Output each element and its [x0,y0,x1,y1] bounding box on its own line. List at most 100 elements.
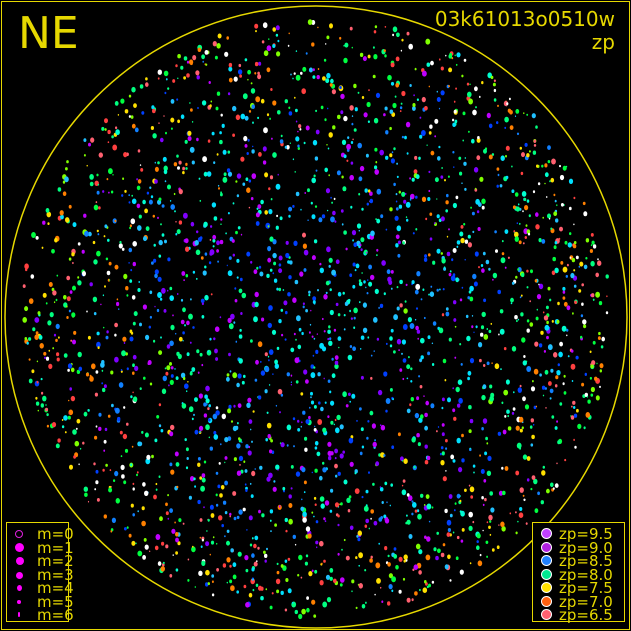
star [121,474,125,479]
star [500,155,505,161]
star [26,341,29,345]
star [404,135,407,140]
star [436,97,441,102]
star [590,364,594,369]
star [356,419,358,422]
star [559,341,563,347]
star [577,423,582,430]
color-dot-icon [541,568,552,580]
star [406,364,411,370]
star [138,281,140,283]
star [188,495,192,500]
star [91,363,96,370]
star [187,136,192,142]
star [454,54,456,57]
star [330,400,335,406]
star [320,105,324,110]
star [121,247,125,251]
star [374,439,376,442]
star [364,569,367,572]
star [211,580,214,583]
star [129,329,133,334]
star [402,241,405,245]
star [247,138,250,142]
star [408,534,413,539]
star [405,216,408,219]
star [511,189,515,193]
star [139,84,144,89]
star [384,518,390,524]
star [384,481,388,486]
star [449,579,452,582]
star [520,312,524,317]
star [337,523,340,527]
star [321,317,324,321]
star [411,500,414,503]
star [403,554,408,560]
star [148,199,153,205]
star [240,156,245,162]
star [426,536,431,542]
star [370,354,373,357]
star [227,212,230,215]
star [284,99,288,104]
star [66,316,69,319]
star [412,232,415,235]
star [305,309,308,313]
star [227,171,233,177]
star [406,377,409,380]
star [110,530,113,533]
star [284,338,287,341]
star [77,280,82,286]
star [222,149,227,155]
star [205,398,210,404]
star [545,305,549,310]
star [147,362,150,365]
star [251,553,255,558]
star [131,445,134,448]
star [226,581,228,584]
star [402,577,406,581]
star [599,363,604,369]
star [268,38,270,40]
star [130,463,133,467]
star [406,514,408,517]
star [88,231,92,237]
star [55,338,58,342]
star [177,166,180,170]
star [257,74,262,80]
star [421,96,426,103]
star [216,240,220,246]
star [403,458,408,465]
star [295,338,297,341]
star [106,178,109,181]
star [32,327,36,332]
star [208,418,211,422]
star [40,377,43,381]
star [426,585,429,589]
star [427,335,431,340]
star [328,174,331,177]
star [250,197,254,201]
star [295,108,298,113]
star [288,111,293,116]
star [375,92,381,98]
star [517,203,520,206]
star [178,518,182,523]
star [570,272,575,279]
star [47,222,50,226]
star [185,162,188,166]
star [275,578,281,585]
zp-legend: zp=9.5 zp=9.0 zp=8.5 zp=8.0 zp=7.5 zp=7.0 zp=6… [532,522,625,623]
star [185,167,188,170]
star [554,241,558,245]
star [146,191,150,195]
star [250,494,254,498]
star [387,562,391,567]
star [476,545,480,550]
star [282,289,285,291]
star [126,367,129,371]
star [364,188,368,193]
star [72,285,76,291]
star [98,412,102,417]
